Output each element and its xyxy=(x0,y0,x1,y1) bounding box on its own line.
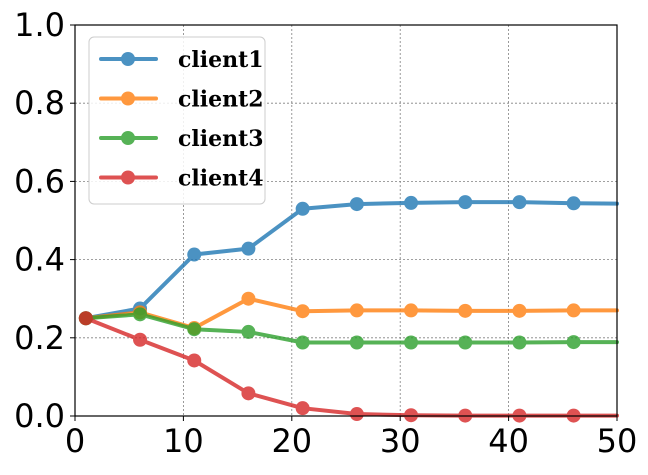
data-point xyxy=(241,386,256,401)
data-point xyxy=(349,303,364,318)
y-axis-ticks: 0.0 0.2 0.4 0.6 0.8 1.0 xyxy=(14,6,75,435)
series-client3 xyxy=(78,307,619,350)
data-point xyxy=(404,335,419,350)
x-tick-label: 50 xyxy=(597,422,638,460)
x-tick-label: 40 xyxy=(488,422,529,460)
data-point xyxy=(458,335,473,350)
data-point xyxy=(295,201,310,216)
data-point xyxy=(241,324,256,339)
data-point xyxy=(458,303,473,318)
legend-item-client3 xyxy=(99,131,158,145)
data-point xyxy=(78,311,93,326)
series-client2 xyxy=(78,291,619,336)
data-point xyxy=(187,247,202,262)
data-point xyxy=(566,303,581,318)
data-point xyxy=(512,303,527,318)
data-point xyxy=(295,335,310,350)
data-point xyxy=(404,408,419,423)
legend-label: client3 xyxy=(178,126,264,152)
legend-item-client4 xyxy=(99,170,158,185)
y-tick-label: 0.4 xyxy=(14,241,65,279)
data-point xyxy=(241,241,256,256)
data-point xyxy=(404,195,419,210)
data-point xyxy=(404,303,419,318)
y-tick-label: 0.6 xyxy=(14,162,65,200)
data-point xyxy=(349,335,364,350)
data-point xyxy=(458,195,473,210)
legend-item-client2 xyxy=(99,91,158,106)
x-axis-ticks: 0 10 20 30 40 50 xyxy=(65,416,638,460)
data-point xyxy=(566,196,581,211)
legend-box xyxy=(88,36,266,205)
series-layer xyxy=(78,195,619,423)
legend-label: client1 xyxy=(178,47,264,73)
legend-label: client2 xyxy=(178,87,264,113)
series-client1 xyxy=(78,195,619,326)
data-point xyxy=(133,307,148,322)
data-point xyxy=(187,322,202,337)
data-point xyxy=(241,291,256,306)
y-tick-label: 0.8 xyxy=(14,84,65,122)
legend-item-client1 xyxy=(99,52,158,66)
series-client4 xyxy=(78,311,619,423)
legend-swatch-marker xyxy=(121,131,135,145)
x-tick-label: 10 xyxy=(163,422,204,460)
data-point xyxy=(512,335,527,350)
legend: client1 client2 client3 client4 xyxy=(88,36,266,205)
data-point xyxy=(349,197,364,212)
data-point xyxy=(349,407,364,422)
series-line-client1 xyxy=(83,200,619,321)
data-point xyxy=(133,332,148,347)
y-tick-label: 1.0 xyxy=(14,6,65,44)
data-point xyxy=(295,304,310,319)
y-tick-label: 0.2 xyxy=(14,319,65,357)
x-tick-label: 0 xyxy=(65,422,85,460)
plot-frame xyxy=(74,24,618,417)
y-tick-label: 0.0 xyxy=(14,397,65,435)
legend-label: client4 xyxy=(178,166,264,192)
legend-swatch-marker xyxy=(121,170,135,185)
x-tick-label: 20 xyxy=(271,422,312,460)
legend-swatch-marker xyxy=(121,91,135,106)
data-point xyxy=(187,353,202,368)
legend-swatch-marker xyxy=(121,52,135,66)
data-point xyxy=(566,335,581,350)
data-point xyxy=(512,195,527,210)
x-tick-label: 30 xyxy=(380,422,421,460)
series-line-client4 xyxy=(83,316,619,418)
data-point xyxy=(295,401,310,416)
